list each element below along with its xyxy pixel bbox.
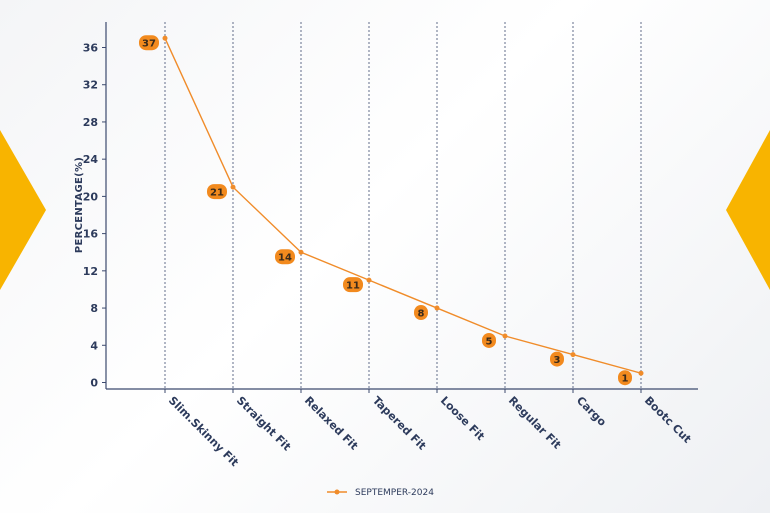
x-category-label: Loose Fit bbox=[438, 394, 487, 443]
data-point bbox=[638, 370, 644, 376]
x-category-label: Relaxed Fit bbox=[302, 394, 361, 453]
data-label-badge bbox=[482, 332, 496, 348]
data-point bbox=[298, 249, 304, 255]
data-label: 14 bbox=[278, 253, 292, 264]
grid-layer bbox=[164, 22, 642, 389]
data-point bbox=[230, 184, 236, 190]
data-point bbox=[162, 35, 168, 41]
data-label: 1 bbox=[622, 374, 629, 385]
right-yellow-arrow-decoration bbox=[726, 130, 770, 290]
axis-layer: 0 4 8 12 16 20 24 28 32 36 Slim.Skinny FitStraight… bbox=[83, 22, 698, 469]
x-category-label: Slim.Skinny Fit bbox=[166, 394, 241, 469]
y-tick-label: 4 bbox=[90, 339, 98, 352]
y-tick-label: 16 bbox=[83, 228, 99, 241]
y-tick-label: 12 bbox=[83, 265, 98, 278]
data-point bbox=[434, 305, 440, 311]
data-point bbox=[570, 352, 576, 358]
y-tick-label: 32 bbox=[83, 79, 98, 92]
label-layer: 37 21 14 11 8 5 3 1 bbox=[139, 35, 632, 386]
x-category-label: Straight Fit bbox=[234, 394, 293, 453]
legend-label: SEPTEMPER-2024 bbox=[355, 488, 434, 498]
y-tick-label: 0 bbox=[90, 377, 98, 390]
data-label-badge bbox=[275, 249, 295, 265]
data-label-badge bbox=[343, 277, 363, 293]
data-label: 11 bbox=[346, 281, 360, 292]
y-tick-label: 24 bbox=[83, 153, 99, 166]
left-yellow-arrow-decoration bbox=[0, 130, 46, 290]
data-label-badge bbox=[550, 351, 564, 367]
y-tick-label: 20 bbox=[83, 190, 99, 203]
data-label: 21 bbox=[210, 188, 224, 199]
y-tick-label: 36 bbox=[83, 42, 99, 55]
data-point bbox=[366, 277, 372, 283]
data-point bbox=[502, 333, 508, 339]
data-label-badge bbox=[139, 35, 159, 51]
x-category-label: Regular Fit bbox=[506, 394, 564, 452]
data-label: 3 bbox=[554, 355, 561, 366]
data-label-badge bbox=[414, 305, 428, 321]
data-label: 5 bbox=[486, 336, 493, 347]
data-label-badge bbox=[618, 370, 632, 386]
x-category-label: Tapered Fit bbox=[370, 394, 429, 453]
y-tick-label: 8 bbox=[90, 302, 98, 315]
data-label: 37 bbox=[142, 39, 156, 50]
y-tick-label: 28 bbox=[83, 116, 98, 129]
data-label-badge bbox=[207, 184, 227, 200]
series-layer bbox=[162, 35, 644, 376]
x-category-label: Cargo bbox=[574, 394, 609, 429]
y-axis-title: PERCENTAGE(%) bbox=[74, 157, 85, 253]
legend-marker bbox=[334, 489, 340, 495]
legend: SEPTEMPER-2024 bbox=[327, 488, 434, 498]
x-category-label: Bootc Cut bbox=[642, 394, 694, 446]
data-label: 8 bbox=[418, 309, 425, 320]
series-line bbox=[164, 37, 642, 374]
